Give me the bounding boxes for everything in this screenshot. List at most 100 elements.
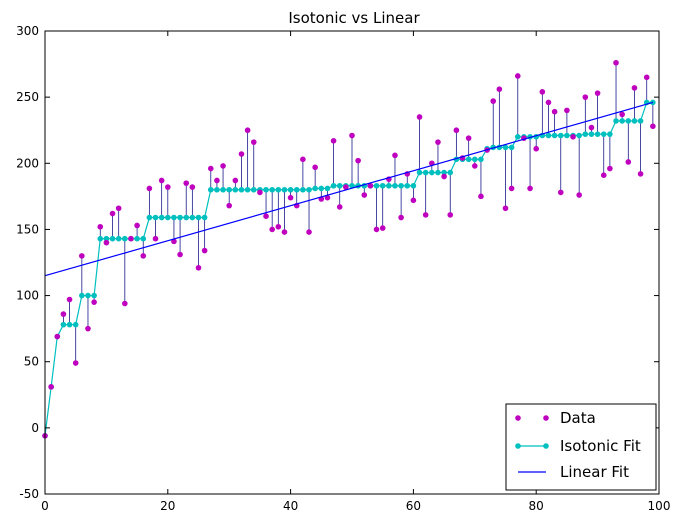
- isotonic-layer: [42, 99, 656, 439]
- y-tick-label: 200: [16, 156, 39, 170]
- data-point: [582, 94, 589, 100]
- isotonic-fit-point: [171, 214, 177, 221]
- data-point: [103, 239, 110, 246]
- isotonic-fit-point: [158, 214, 165, 221]
- isotonic-fit-point: [613, 118, 619, 124]
- isotonic-fit-point: [97, 235, 104, 242]
- legend-label: Linear Fit: [560, 463, 629, 481]
- data-point: [472, 163, 478, 169]
- data-point: [588, 124, 595, 131]
- isotonic-fit-point: [275, 186, 282, 193]
- isotonic-fit-point: [165, 214, 171, 221]
- data-point: [257, 189, 263, 196]
- legend-label: Data: [560, 409, 596, 427]
- isotonic-fit-point: [226, 186, 232, 193]
- data-point: [201, 247, 208, 254]
- isotonic-fit-point: [441, 169, 447, 176]
- legend-data-marker: [515, 415, 521, 421]
- isotonic-fit-point: [250, 186, 257, 193]
- isotonic-fit-point: [306, 186, 312, 193]
- legend-isotonic-marker: [543, 443, 549, 449]
- data-point: [300, 156, 306, 163]
- data-point: [60, 311, 67, 317]
- legend-data-marker: [543, 415, 549, 421]
- data-point: [557, 189, 564, 196]
- isotonic-fit-point: [392, 182, 398, 189]
- x-tick-label: 20: [160, 499, 175, 513]
- data-point: [643, 74, 650, 81]
- data-point: [570, 134, 576, 140]
- isotonic-fit-point: [650, 99, 656, 106]
- data-point: [416, 114, 423, 120]
- data-point: [177, 251, 183, 258]
- data-point: [373, 226, 380, 233]
- isotonic-fit-point: [281, 186, 288, 193]
- data-point: [613, 59, 619, 66]
- data-point: [287, 194, 294, 201]
- isotonic-fit-point: [207, 186, 214, 193]
- data-point: [631, 85, 638, 91]
- y-tick-label: 250: [16, 90, 39, 104]
- data-point: [594, 90, 601, 96]
- isotonic-fit-point: [91, 292, 97, 299]
- y-tick-label: 100: [16, 289, 39, 303]
- isotonic-fit-point: [152, 214, 159, 221]
- isotonic-fit-point: [576, 132, 582, 139]
- data-point: [496, 86, 503, 93]
- isotonic-fit-point: [502, 144, 509, 151]
- data-point: [226, 202, 232, 209]
- isotonic-fit-point: [447, 169, 454, 176]
- linear-layer: [44, 101, 654, 277]
- isotonic-fit-point: [429, 169, 435, 176]
- data-point: [625, 159, 632, 165]
- data-point: [398, 214, 404, 221]
- x-tick-label: 80: [529, 499, 544, 513]
- isotonic-fit-point: [588, 131, 595, 137]
- isotonic-fit-point: [600, 131, 607, 137]
- isotonic-fit-point: [619, 118, 625, 124]
- data-point: [422, 212, 429, 218]
- data-point: [250, 139, 257, 145]
- data-point: [637, 171, 644, 177]
- data-point: [140, 253, 147, 259]
- data-point: [379, 225, 386, 231]
- isotonic-fit-point: [551, 132, 558, 139]
- isotonic-fit-point: [349, 182, 355, 189]
- data-point: [453, 127, 460, 134]
- data-point: [122, 300, 128, 307]
- isotonic-fit-point: [293, 186, 300, 193]
- isotonic-fit-point: [263, 186, 269, 193]
- isotonic-fit-point: [146, 214, 153, 221]
- data-point: [134, 222, 140, 229]
- isotonic-fit-point: [607, 131, 613, 137]
- data-point: [355, 157, 361, 164]
- isotonic-fit-point: [472, 156, 478, 163]
- data-point: [109, 210, 116, 217]
- isotonic-fit-point: [122, 235, 128, 242]
- y-tick-label: 50: [24, 355, 39, 369]
- data-point: [66, 296, 73, 303]
- isotonic-fit-point: [183, 214, 190, 221]
- data-point: [238, 151, 245, 157]
- data-point: [330, 137, 337, 144]
- isotonic-fit-point: [85, 292, 91, 299]
- isotonic-fit-point: [398, 182, 404, 189]
- data-point: [244, 127, 251, 134]
- isotonic-fit-point: [416, 169, 423, 176]
- isotonic-fit-point: [79, 292, 85, 299]
- isotonic-fit-point: [625, 118, 632, 124]
- data-point: [343, 184, 349, 190]
- isotonic-fit-point: [478, 156, 484, 163]
- isotonic-fit-point: [312, 185, 318, 192]
- isotonic-fit-point: [318, 185, 325, 192]
- data-point: [336, 204, 343, 210]
- data-point: [189, 184, 196, 190]
- isotonic-fit-point: [379, 182, 386, 189]
- x-tick-label: 0: [41, 499, 49, 513]
- data-point: [324, 194, 331, 201]
- data-point: [91, 299, 97, 305]
- data-point: [361, 192, 368, 198]
- data-point: [165, 184, 171, 190]
